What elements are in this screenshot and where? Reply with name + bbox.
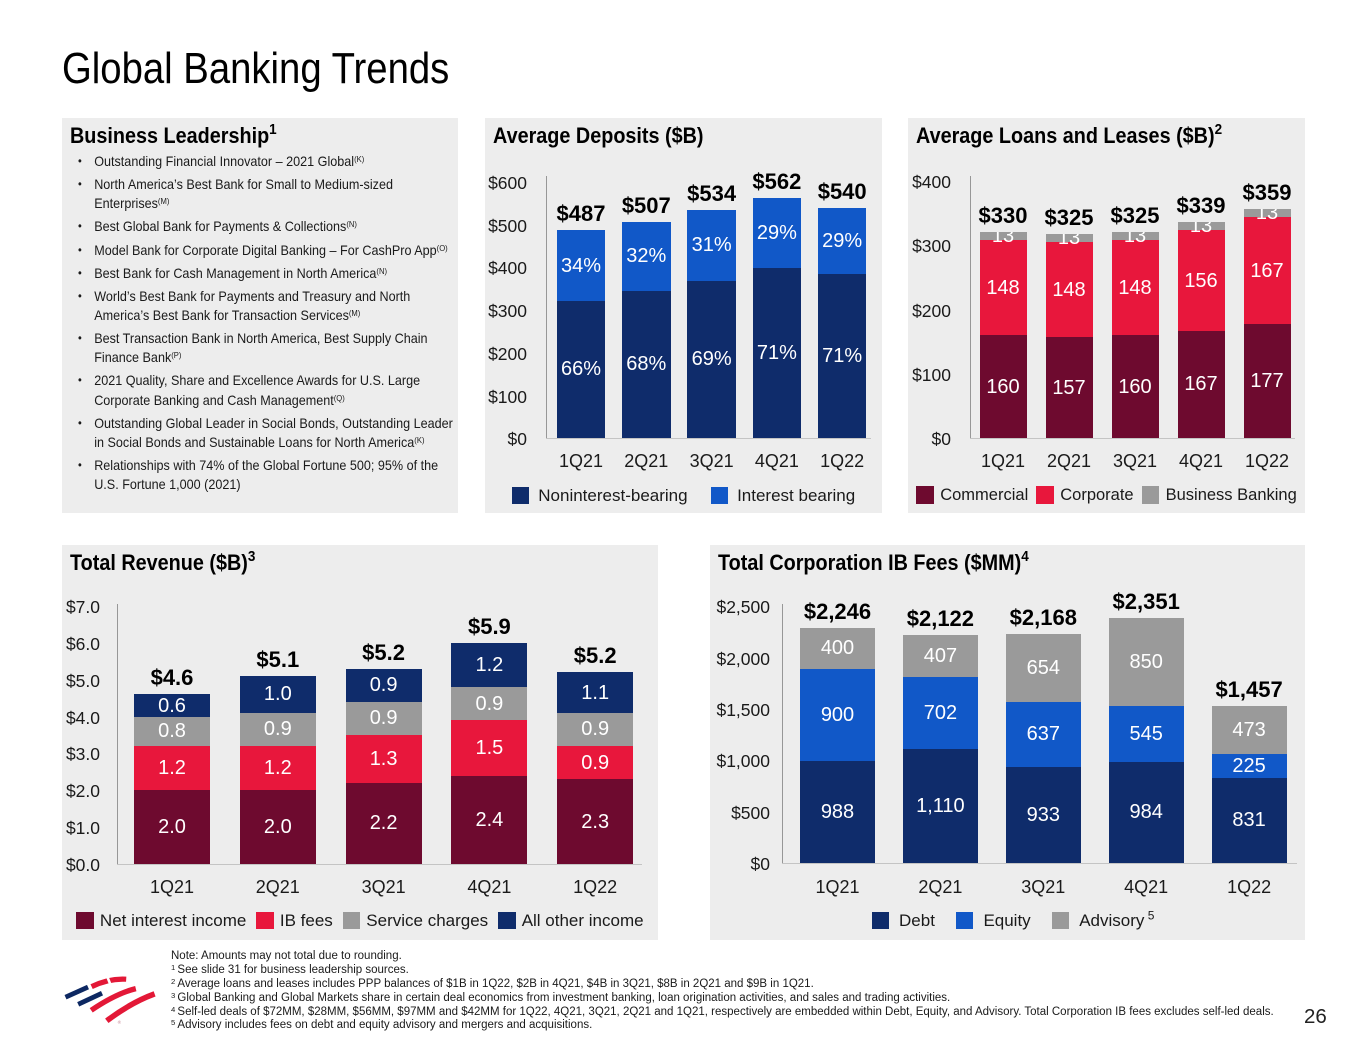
- svg-text:®: ®: [118, 1019, 122, 1025]
